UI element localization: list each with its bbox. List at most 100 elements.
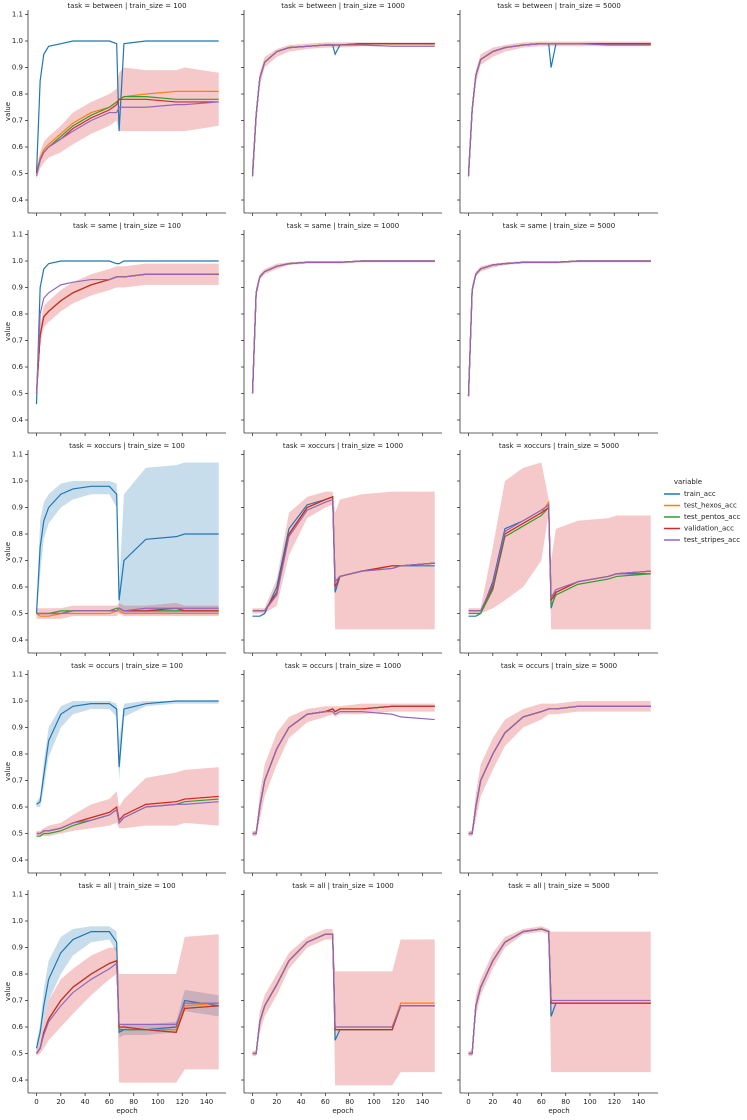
- y-tick-label: 0.8: [12, 310, 23, 318]
- x-tick-label: 40: [81, 1098, 90, 1106]
- series-line: [36, 700, 219, 805]
- y-axis-label: value: [4, 982, 12, 1001]
- facet-title: task = between | train_size = 5000: [497, 2, 621, 10]
- x-tick-label: 140: [416, 1098, 429, 1106]
- series-line: [467, 43, 651, 174]
- x-tick-label: 0: [250, 1098, 254, 1106]
- y-tick-label: 1.0: [12, 257, 23, 265]
- x-tick-label: 120: [608, 1098, 621, 1106]
- y-tick-label: 0.4: [12, 416, 24, 424]
- x-tick-label: 100: [367, 1098, 380, 1106]
- y-tick-label: 0.5: [12, 830, 23, 838]
- series-line: [467, 43, 651, 177]
- y-tick-label: 1.1: [12, 451, 23, 459]
- x-tick-label: 40: [513, 1098, 522, 1106]
- y-tick-label: 0.8: [12, 750, 23, 758]
- legend-label: test_pentos_acc: [684, 513, 740, 521]
- y-tick-label: 0.9: [12, 724, 23, 732]
- y-tick-label: 0.4: [12, 636, 24, 644]
- y-tick-label: 0.5: [12, 1050, 23, 1058]
- y-tick-label: 0.6: [12, 1023, 24, 1031]
- confidence-band: [252, 261, 435, 399]
- confidence-band: [36, 934, 219, 1083]
- y-tick-label: 0.9: [12, 284, 23, 292]
- series-line: [467, 260, 651, 397]
- facet-title: task = between | train_size = 100: [67, 2, 186, 10]
- x-tick-label: 120: [392, 1098, 405, 1106]
- series-line: [468, 705, 651, 835]
- series-line: [252, 705, 435, 835]
- series-line: [468, 705, 651, 835]
- confidence-band: [468, 462, 651, 630]
- legend-label: test_stripes_acc: [684, 536, 740, 544]
- series-line: [251, 260, 435, 394]
- series-line: [36, 801, 219, 835]
- confidence-band: [36, 263, 219, 402]
- series-line: [467, 43, 651, 177]
- y-tick-label: 0.9: [12, 944, 23, 952]
- facet-title: task = between | train_size = 1000: [281, 2, 405, 10]
- x-tick-label: 20: [56, 1098, 65, 1106]
- x-axis-label: epoch: [332, 1107, 353, 1115]
- series-line: [36, 610, 219, 617]
- x-axis-label: epoch: [548, 1107, 569, 1115]
- confidence-band: [252, 42, 435, 182]
- facet-title: task = occurs | train_size = 5000: [501, 662, 617, 670]
- series-line: [35, 40, 219, 174]
- legend-title: variable: [674, 478, 702, 486]
- series-line: [252, 498, 435, 612]
- series-line: [252, 711, 435, 835]
- x-tick-label: 80: [561, 1098, 570, 1106]
- y-tick-label: 0.6: [12, 143, 24, 151]
- y-tick-label: 0.6: [12, 363, 24, 371]
- facet-title: task = xoccurs | train_size = 100: [69, 442, 185, 450]
- series-line: [36, 959, 219, 1054]
- series-line: [251, 43, 435, 177]
- y-tick-label: 0.7: [12, 997, 23, 1005]
- y-tick-label: 1.1: [12, 231, 23, 239]
- y-tick-label: 1.1: [12, 891, 23, 899]
- x-tick-label: 140: [632, 1098, 645, 1106]
- series-line: [35, 273, 219, 394]
- series-line: [467, 43, 651, 174]
- series-line: [468, 705, 651, 835]
- y-tick-label: 0.7: [12, 337, 23, 345]
- y-tick-label: 0.8: [12, 970, 23, 978]
- y-tick-label: 1.0: [12, 697, 23, 705]
- series-line: [252, 705, 435, 835]
- y-tick-label: 0.4: [12, 856, 24, 864]
- y-tick-label: 0.9: [12, 64, 23, 72]
- y-tick-label: 0.7: [12, 777, 23, 785]
- series-line: [468, 705, 651, 835]
- confidence-band: [468, 261, 651, 402]
- facet-title: task = xoccurs | train_size = 5000: [499, 442, 619, 450]
- series-line: [467, 260, 651, 397]
- series-line: [251, 260, 435, 394]
- confidence-band: [36, 926, 219, 1054]
- confidence-band: [252, 703, 435, 837]
- x-axis-label: epoch: [116, 1107, 137, 1115]
- y-tick-label: 0.8: [12, 530, 23, 538]
- series-line: [251, 43, 435, 177]
- series-line: [251, 44, 435, 177]
- y-tick-label: 1.1: [12, 11, 23, 19]
- series-line: [36, 607, 219, 615]
- facet-title: task = all | train_size = 5000: [508, 882, 610, 890]
- facet-title: task = xoccurs | train_size = 1000: [283, 442, 403, 450]
- series-line: [467, 43, 651, 177]
- x-tick-label: 40: [297, 1098, 306, 1106]
- y-tick-label: 0.4: [12, 196, 24, 204]
- series-line: [251, 43, 435, 174]
- facet-title: task = occurs | train_size = 1000: [285, 662, 401, 670]
- x-tick-label: 100: [583, 1098, 596, 1106]
- series-line: [251, 43, 435, 174]
- x-tick-label: 20: [272, 1098, 281, 1106]
- y-tick-label: 1.0: [12, 477, 23, 485]
- facet-title: task = occurs | train_size = 100: [71, 662, 183, 670]
- y-tick-label: 0.5: [12, 610, 23, 618]
- x-tick-label: 0: [466, 1098, 470, 1106]
- series-line: [252, 705, 435, 835]
- x-tick-label: 20: [488, 1098, 497, 1106]
- series-line: [35, 485, 219, 614]
